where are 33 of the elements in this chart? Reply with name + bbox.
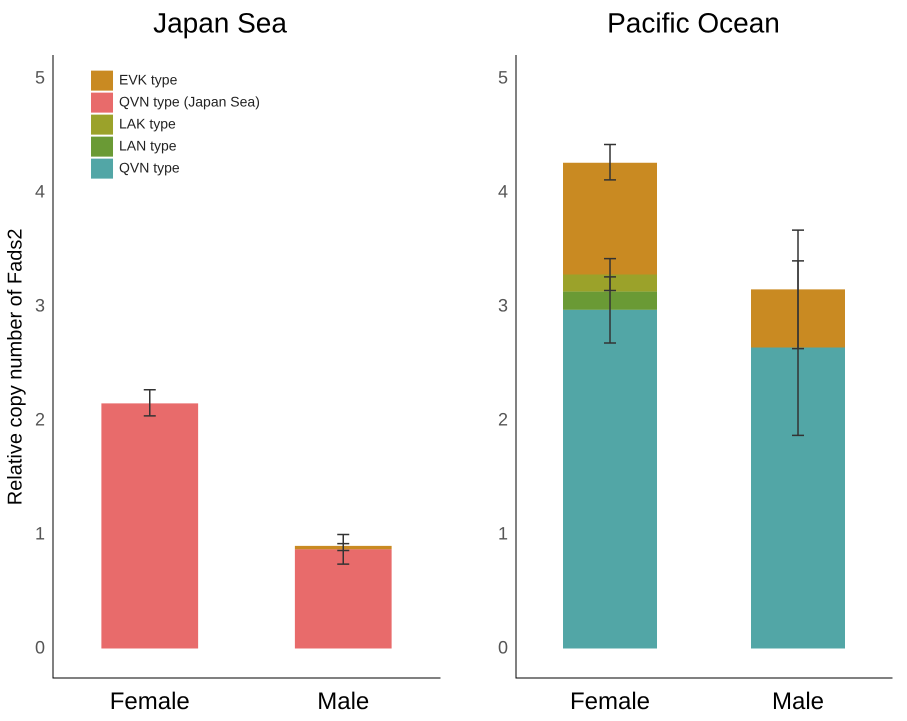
legend-label: EVK type (119, 71, 178, 88)
y-tick-label: 3 (498, 295, 508, 316)
x-tick-label: Female (110, 688, 190, 716)
y-tick-label: 4 (34, 181, 46, 202)
y-tick-label: 0 (498, 638, 508, 658)
y-tick-label: 0 (34, 638, 46, 658)
y-tick-label: 1 (498, 523, 508, 544)
bar (563, 274, 658, 292)
legend-label: QVN type (119, 159, 180, 176)
bar (751, 289, 845, 348)
y-tick-label: 3 (34, 295, 46, 316)
y-tick-label: 1 (34, 523, 46, 544)
x-tick-label: Female (570, 688, 650, 716)
y-tick-label: 5 (34, 67, 46, 88)
legend-label: QVN type (Japan Sea) (119, 93, 260, 110)
bar (563, 292, 658, 310)
chart-title: Pacific Ocean (607, 8, 780, 39)
y-tick-label: 4 (498, 181, 508, 202)
chart-title: Japan Sea (153, 8, 288, 39)
bar (563, 310, 658, 649)
y-tick-label: 2 (498, 409, 508, 430)
x-tick-label: Male (772, 688, 824, 716)
x-tick-label: Male (317, 688, 370, 716)
bar (294, 549, 392, 649)
y-tick-label: 2 (34, 409, 46, 430)
bar (294, 546, 392, 550)
bar (563, 162, 658, 275)
y-tick-label: 5 (498, 67, 508, 88)
legend-label: LAN type (119, 137, 177, 154)
bar (101, 403, 198, 649)
y-axis-title: Relative copy number of Fads2 (4, 228, 27, 506)
legend-label: LAK type (119, 115, 176, 132)
bar (751, 348, 845, 649)
